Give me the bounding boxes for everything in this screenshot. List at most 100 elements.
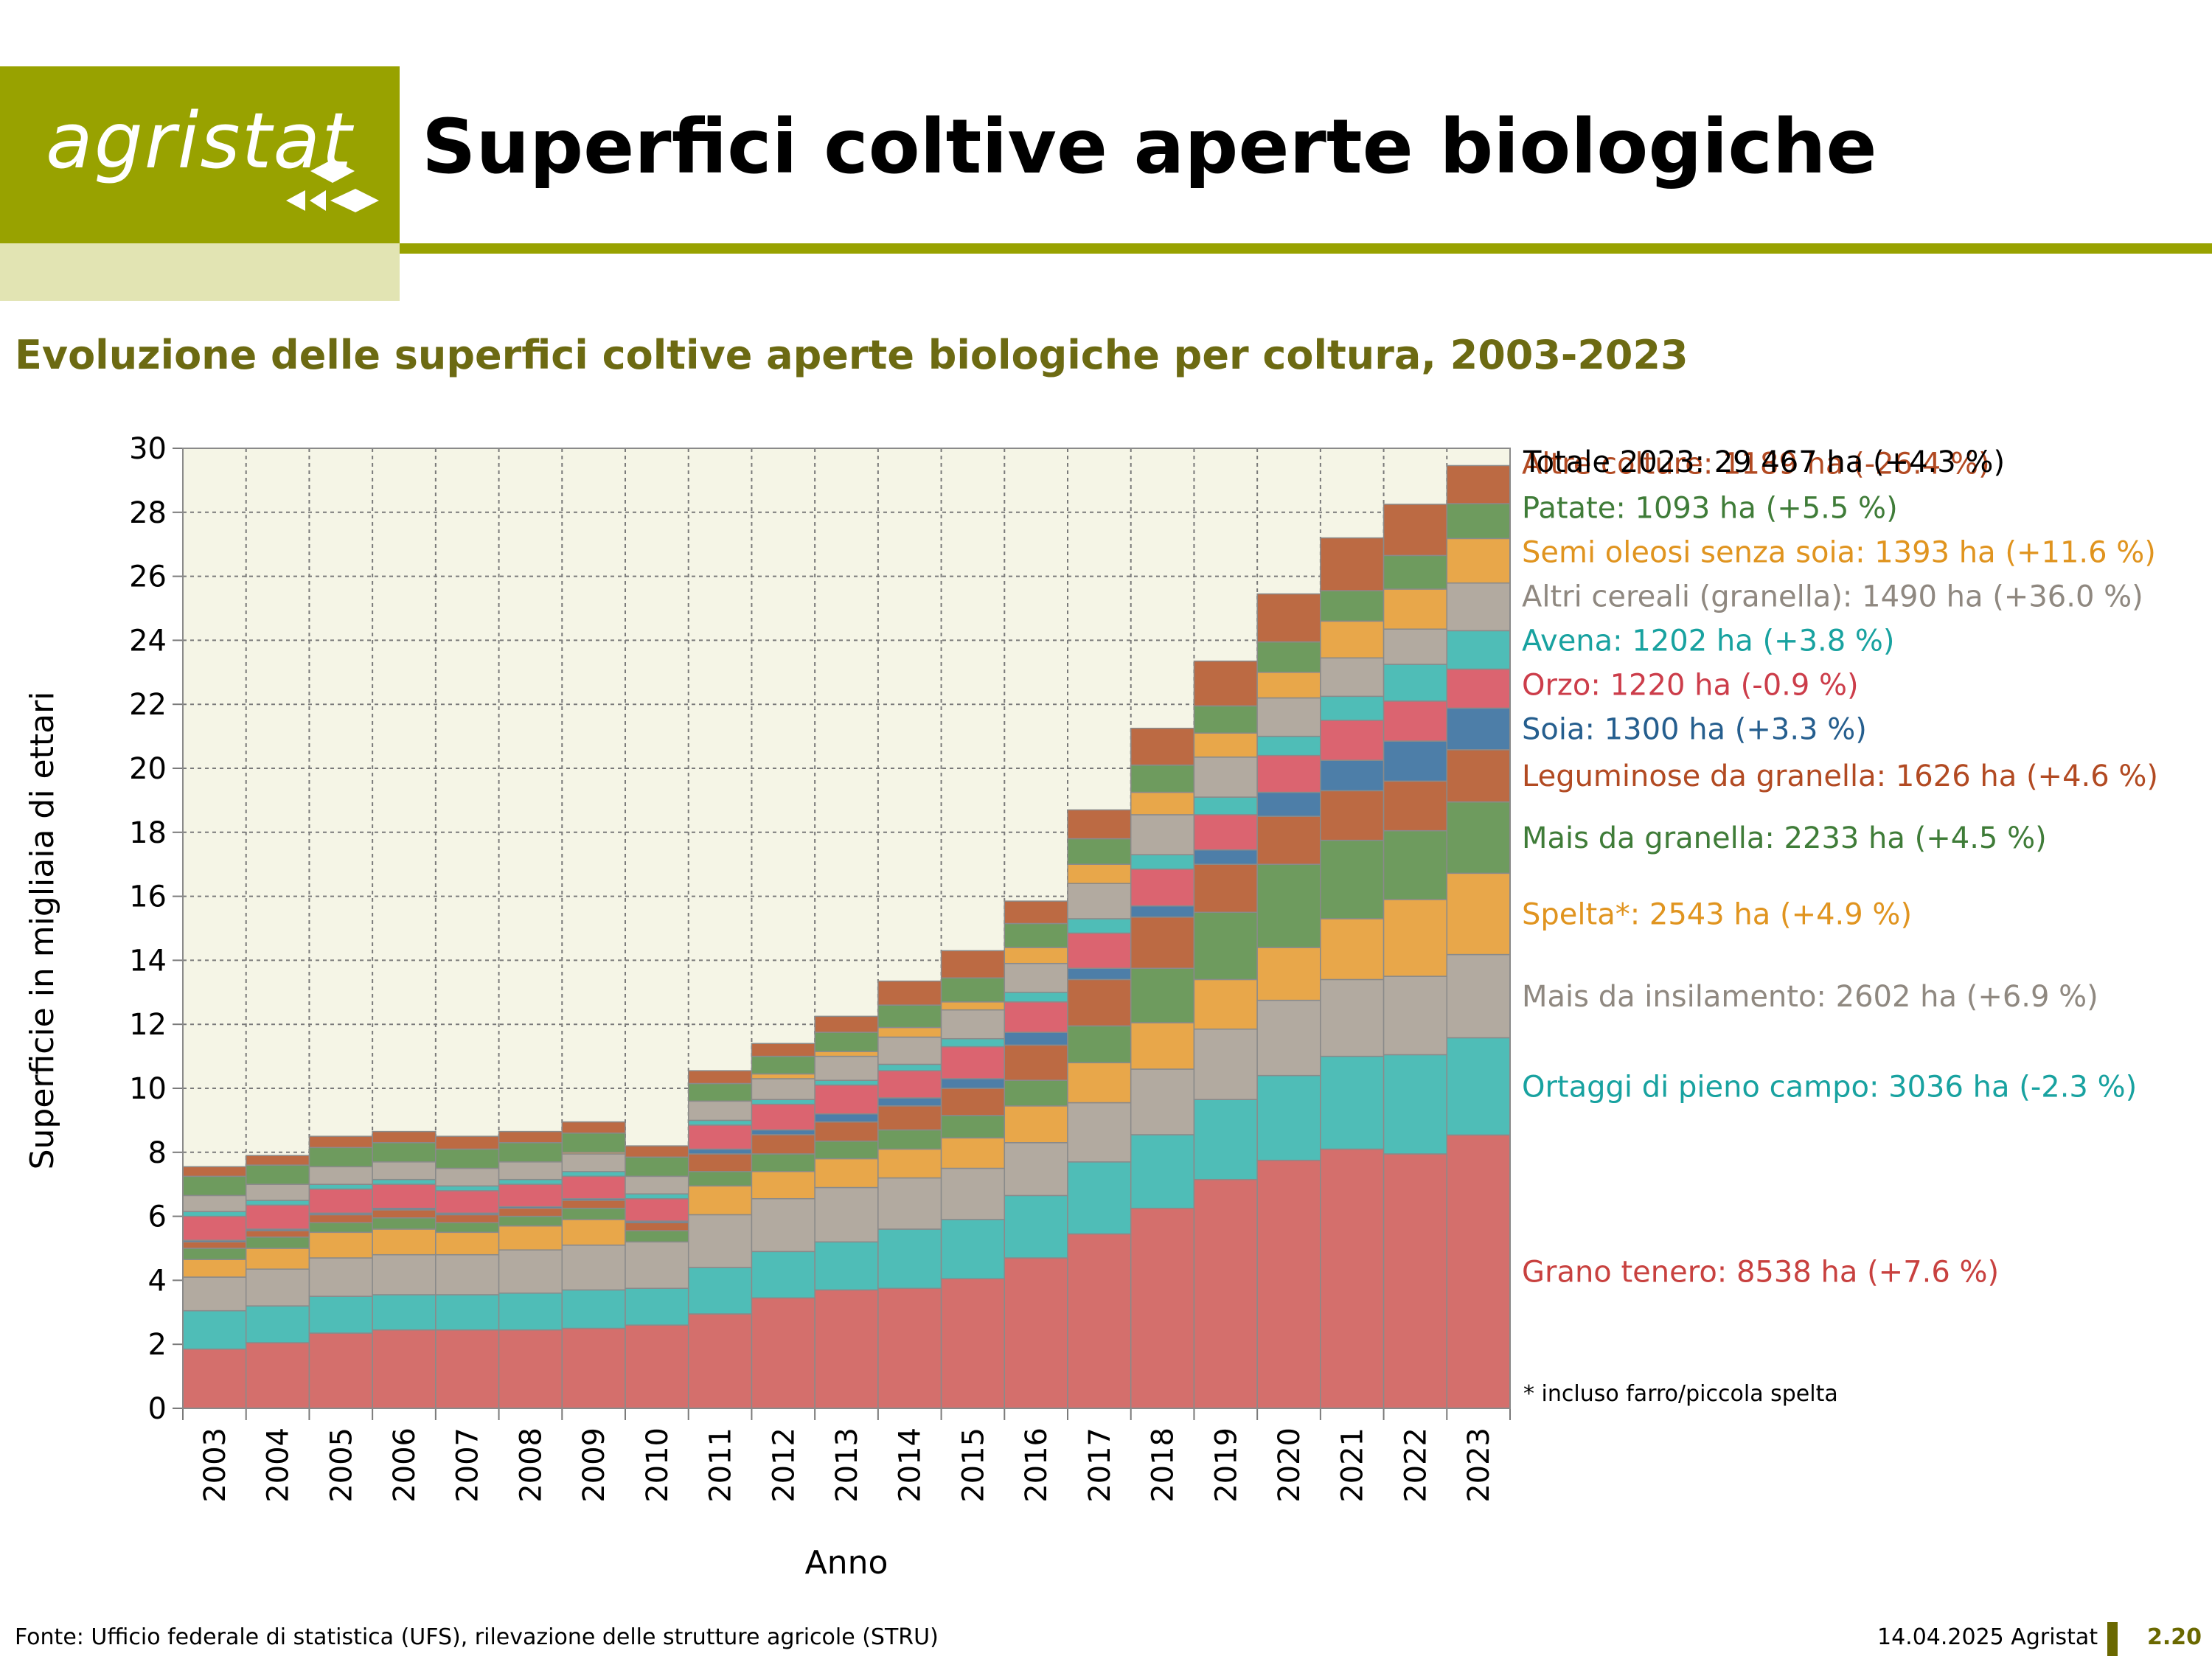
bar-segment: [1130, 764, 1195, 793]
bar-segment: [372, 1161, 437, 1180]
bar-segment: [1446, 749, 1511, 803]
bar-segment: [1320, 590, 1385, 622]
plot-frame: [182, 448, 1511, 1409]
bar-segment: [1130, 728, 1195, 766]
logo-band: [0, 243, 400, 301]
bar-segment: [561, 1153, 626, 1172]
bar-segment: [1067, 883, 1132, 919]
bar-segment: [1382, 975, 1448, 1056]
bar-segment: [182, 1175, 247, 1197]
bar-segment: [498, 1183, 563, 1208]
bar-segment: [435, 1231, 500, 1256]
bar-segment: [1256, 791, 1321, 817]
bar-segment: [814, 1289, 879, 1409]
logo-diamond-icon: [286, 159, 379, 212]
bar-segment: [372, 1178, 437, 1185]
bar-segment: [561, 1171, 626, 1178]
bar-segment: [751, 1055, 815, 1075]
series-label: Altre colture: 1189 ha (-26.4 %): [1522, 448, 1990, 481]
bar-segment: [1446, 465, 1511, 504]
bar-segment: [877, 1063, 942, 1071]
bar-segment: [877, 1070, 942, 1099]
bar-segment: [877, 1105, 942, 1131]
x-tick-label: 2003: [198, 1427, 232, 1503]
bar-segment: [1256, 1159, 1321, 1409]
bar-segment: [1067, 967, 1132, 981]
bar-segment: [940, 1219, 1006, 1279]
bar-segment: [435, 1167, 500, 1187]
bar-segment: [814, 1084, 879, 1115]
bar-segment: [1130, 1068, 1195, 1135]
chart-subtitle: Evoluzione delle superfici coltive apert…: [15, 332, 1688, 378]
y-tick-label: 8: [148, 1136, 167, 1170]
bar-segment: [561, 1208, 626, 1220]
bar-segment: [877, 1228, 942, 1289]
bar-segment: [751, 1197, 815, 1253]
bar-segment: [1320, 790, 1385, 841]
bar-segment: [498, 1293, 563, 1331]
x-tick-label: 2011: [704, 1427, 738, 1503]
bar-segment: [1446, 1037, 1511, 1136]
bar-segment: [751, 1103, 815, 1131]
bar-segment: [814, 1055, 879, 1081]
bar-segment: [687, 1100, 753, 1121]
bar-segment: [1067, 809, 1132, 840]
bar-segment: [1320, 620, 1385, 659]
footer-date: 14.04.2025 Agristat: [1877, 1624, 2098, 1650]
bar-segment: [182, 1348, 247, 1409]
bar-segment: [751, 1297, 815, 1409]
y-tick-label: 28: [129, 496, 167, 530]
bar-segment: [877, 1036, 942, 1065]
bar-segment: [625, 1197, 689, 1222]
y-tick-label: 10: [129, 1072, 167, 1106]
x-tick-label: 2019: [1209, 1427, 1243, 1503]
bar-segment: [308, 1147, 373, 1168]
bar-segment: [625, 1230, 689, 1243]
bar-segment: [877, 1177, 942, 1230]
bar-segment: [751, 1251, 815, 1299]
footer-bar: [2107, 1622, 2118, 1656]
y-tick-label: 12: [129, 1008, 167, 1042]
bar-segment: [1320, 695, 1385, 721]
bar-segment: [561, 1175, 626, 1200]
bar-segment: [1130, 1022, 1195, 1070]
bar-segment: [1320, 657, 1385, 698]
bar-segment: [435, 1135, 500, 1150]
x-tick-label: 2012: [767, 1427, 801, 1503]
bar-segment: [1320, 1055, 1385, 1150]
y-tick-label: 16: [129, 880, 167, 914]
bar-segment: [1320, 720, 1385, 761]
bar-segment: [751, 1134, 815, 1155]
bar-segment: [877, 1287, 942, 1409]
bar-segment: [372, 1130, 437, 1144]
bar-segment: [1004, 1105, 1068, 1144]
x-tick-label: 2015: [956, 1427, 990, 1503]
bar-segment: [814, 1015, 879, 1033]
bar-segment: [1446, 538, 1511, 584]
bar-segment: [308, 1135, 373, 1149]
x-tick-label: 2009: [577, 1427, 611, 1503]
bar-segment: [877, 980, 942, 1006]
bar-segment: [940, 977, 1006, 1003]
bar-segment: [1130, 905, 1195, 918]
bar-segment: [751, 1099, 815, 1105]
bar-segment: [877, 1026, 942, 1038]
x-tick-label: 2007: [451, 1427, 485, 1503]
bar-segment: [814, 1140, 879, 1160]
bar-segment: [245, 1183, 310, 1201]
bar-segment: [1320, 537, 1385, 591]
bar-segment: [751, 1171, 815, 1200]
bar-segment: [1320, 839, 1385, 919]
bar-segment: [1067, 918, 1132, 934]
bar-segment: [245, 1204, 310, 1230]
bar-segment: [940, 1009, 1006, 1040]
bar-segment: [1004, 1044, 1068, 1081]
bar-segment: [1193, 660, 1258, 707]
x-tick-label: 2020: [1273, 1427, 1307, 1503]
bar-segment: [435, 1190, 500, 1214]
bar-segment: [1320, 918, 1385, 981]
bar-segment: [1130, 791, 1195, 815]
bar-segment: [1382, 1153, 1448, 1409]
x-tick-label: 2017: [1083, 1427, 1117, 1503]
